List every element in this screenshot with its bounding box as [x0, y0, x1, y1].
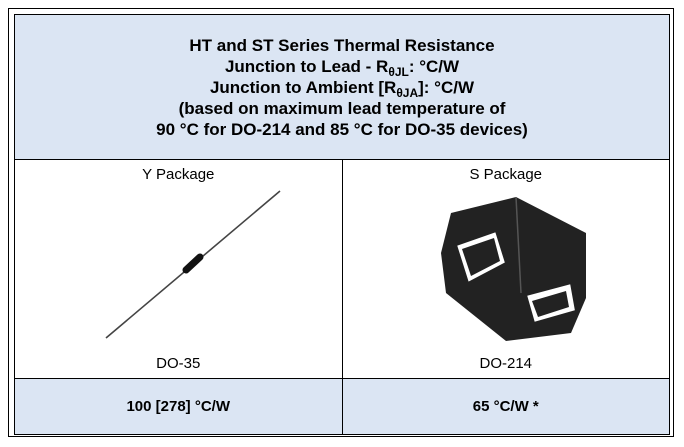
lead-suffix: : °C/W	[409, 57, 459, 76]
smd-image	[356, 183, 656, 343]
value-cell: 65 °C/W *	[342, 379, 670, 435]
title: HT and ST Series Thermal Resistance	[15, 35, 669, 56]
package-cell: Y Package DO-35	[15, 160, 343, 379]
lead-line: Junction to Lead - RθJL: °C/W	[15, 56, 669, 77]
ambient-suffix: ]: °C/W	[418, 78, 474, 97]
header-cell: HT and ST Series Thermal Resistance Junc…	[15, 15, 670, 160]
ambient-text: Junction to Ambient [R	[210, 78, 396, 97]
value-cell: 100 [278] °C/W	[15, 379, 343, 435]
thermal-table: HT and ST Series Thermal Resistance Junc…	[14, 14, 670, 435]
lead-text: Junction to Lead - R	[225, 57, 388, 76]
package-cell: S Package DO-214	[342, 160, 670, 379]
page: {"header": {"title": "HT and ST Series T…	[0, 0, 684, 447]
ambient-line: Junction to Ambient [RθJA]: °C/W	[15, 77, 669, 98]
note-line: (based on maximum lead temperature of	[15, 98, 669, 119]
package-type: DO-35	[15, 355, 342, 372]
diode-image	[28, 183, 328, 343]
package-name: S Package	[343, 166, 670, 183]
package-type: DO-214	[343, 355, 670, 372]
package-name: Y Package	[15, 166, 342, 183]
note-line: 90 °C for DO-214 and 85 °C for DO-35 dev…	[15, 119, 669, 140]
